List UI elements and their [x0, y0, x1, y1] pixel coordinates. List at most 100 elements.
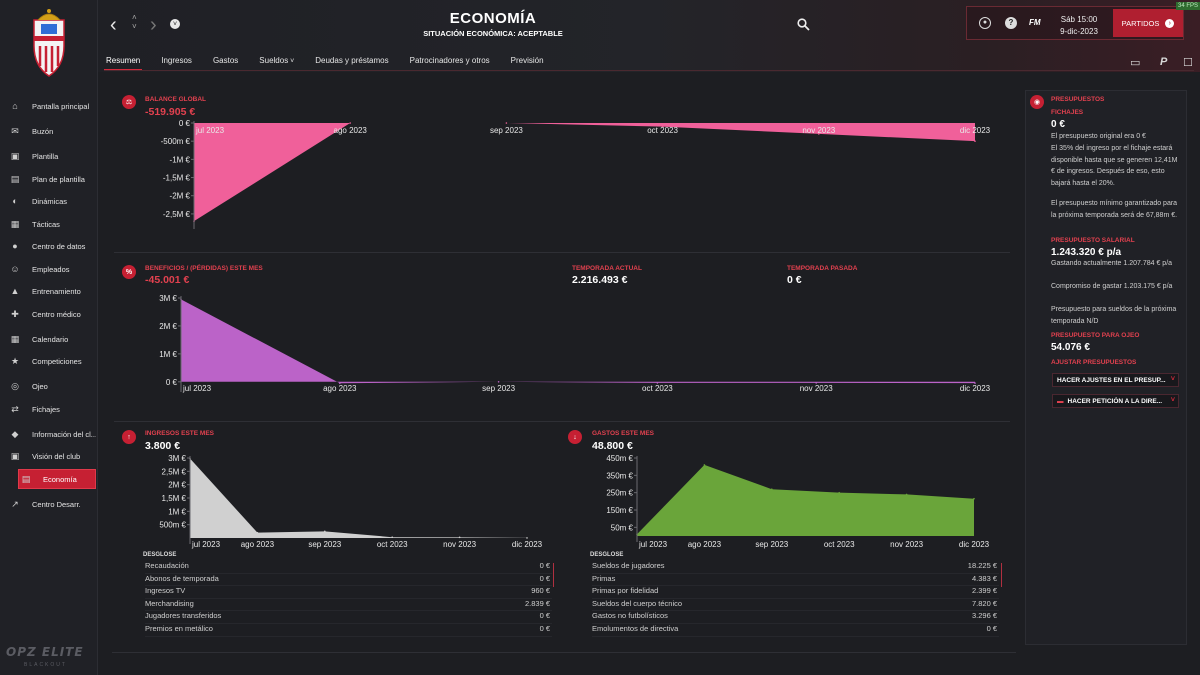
profit-point[interactable] [815, 382, 817, 384]
tab-1[interactable]: Ingresos [159, 55, 194, 71]
scroll-indicator[interactable] [553, 563, 554, 587]
forward-arrow-icon[interactable]: › [150, 14, 157, 36]
income-point[interactable] [458, 536, 461, 539]
expenses-title: GASTOS ESTE MES [592, 430, 655, 437]
sidebar-item-dynamics[interactable]: ◐ Dinámicas [4, 191, 96, 211]
sidebar-item-club-info[interactable]: ◆ Información del cl... [4, 424, 96, 444]
transfer-budget-minimum: El presupuesto mínimo garantizado para l… [1051, 200, 1178, 219]
sidebar-item-clipboard[interactable]: ▤ Plan de plantilla [4, 169, 96, 189]
expenses-point[interactable] [905, 493, 908, 496]
chevron-down-icon: ˅ [288, 58, 295, 65]
back-arrow-icon[interactable]: ‹ [110, 14, 117, 36]
y-tick-label: 150m € [606, 506, 633, 515]
tab-3[interactable]: Sueldos ˅ [257, 55, 296, 71]
search-icon[interactable] [797, 18, 810, 31]
sidebar-item-development[interactable]: ↗ Centro Desarr. [4, 494, 96, 514]
profit-point[interactable] [497, 381, 500, 383]
balance-point[interactable] [974, 140, 976, 142]
table-row[interactable]: Ingresos TV 960 € [145, 586, 552, 599]
table-row[interactable]: Recaudación 0 € [145, 561, 552, 574]
balance-point[interactable] [349, 122, 351, 124]
matches-button[interactable]: PARTIDOS › [1113, 9, 1183, 37]
balance-title: BALANCE GLOBAL [145, 96, 207, 103]
tab-label: Gastos [212, 56, 239, 65]
request-board-button[interactable]: ▬ HACER PETICIÓN A LA DIRE... ˅ [1052, 394, 1179, 408]
adjust-budget-button[interactable]: HACER AJUSTES EN EL PRESUP... ˅ [1052, 373, 1179, 387]
row-label: Sueldos de jugadores [592, 561, 665, 570]
sidebar-item-home[interactable]: ⌂ Pantalla principal [4, 96, 96, 116]
x-tick-label: sep 2023 [490, 126, 523, 135]
history-dropdown-icon[interactable]: ˅ [170, 19, 180, 29]
row-label: Primas por fidelidad [592, 586, 659, 596]
sidebar-item-staff[interactable]: ☺ Empleados [4, 259, 96, 279]
table-row[interactable]: Emolumentos de directiva 0 € [592, 624, 999, 637]
up-down-icon[interactable]: ˄ ˅ [132, 13, 137, 31]
sidebar-item-inbox[interactable]: ✉ Buzón [4, 121, 96, 141]
sidebar-item-calendar[interactable]: ▦ Calendario [4, 329, 96, 349]
table-row[interactable]: Sueldos de jugadores 18.225 € [592, 561, 999, 574]
balance-point[interactable] [661, 125, 664, 128]
wage-next-season: Presupuesto para sueldos de la próxima t… [1051, 306, 1177, 325]
club-crest-icon[interactable] [26, 6, 72, 78]
row-label: Jugadores transferidos [145, 611, 222, 621]
x-tick-label: oct 2023 [642, 384, 673, 393]
tab-5[interactable]: Patrocinadores y otros [408, 55, 492, 71]
x-tick-label: oct 2023 [824, 540, 855, 549]
sidebar-item-shirt[interactable]: ▣ Plantilla [4, 146, 96, 166]
table-row[interactable]: Abonos de temporada 0 € [145, 574, 552, 587]
balance-value: -519.905 € [145, 106, 196, 118]
income-point[interactable] [324, 530, 326, 533]
tab-4[interactable]: Deudas y préstamos [313, 55, 390, 71]
tab-0[interactable]: Resumen [104, 55, 143, 71]
trash-icon[interactable]: ☐ [1183, 57, 1193, 69]
sidebar-item-trophy[interactable]: ★ Competiciones [4, 351, 96, 371]
y-tick-label: 0 € [166, 378, 178, 387]
x-tick-label: ago 2023 [334, 126, 368, 135]
monitor-icon[interactable]: ▭ [1130, 57, 1141, 69]
sidebar-item-medical[interactable]: ✚ Centro médico [4, 304, 96, 324]
sidebar-item-data[interactable]: ● Centro de datos [4, 236, 96, 256]
scroll-indicator[interactable] [1001, 563, 1002, 587]
tab-6[interactable]: Previsión [509, 55, 546, 71]
expenses-point[interactable] [703, 464, 706, 466]
sidebar-item-scouting[interactable]: ◎ Ojeo [4, 376, 96, 396]
table-row[interactable]: Gastos no futbolísticos 3.296 € [592, 611, 999, 624]
table-row[interactable]: Primas 4.383 € [592, 574, 999, 587]
sidebar-item-label: Plan de plantilla [32, 174, 85, 184]
table-row[interactable]: Jugadores transferidos 0 € [145, 611, 552, 624]
sidebar-item-training[interactable]: ▲ Entrenamiento [4, 281, 96, 301]
paypal-icon[interactable]: P [1160, 56, 1168, 68]
tab-2[interactable]: Gastos [211, 55, 240, 71]
medical-icon: ✚ [11, 308, 19, 319]
table-row[interactable]: Sueldos del cuerpo técnico 7.820 € [592, 599, 999, 612]
page-title: ECONOMÍA [449, 10, 537, 27]
expenses-point[interactable] [973, 497, 975, 500]
table-row[interactable]: Merchandising 2.839 € [145, 599, 552, 612]
sidebar-item-finance[interactable]: ▤ Economía [18, 469, 96, 489]
income-breakdown-label: DESGLOSE [143, 552, 177, 558]
balance-point[interactable] [818, 133, 820, 135]
sidebar-item-vision[interactable]: ▣ Visión del club [4, 446, 96, 466]
help-icon[interactable]: ? [1005, 17, 1017, 29]
balance-point[interactable] [505, 122, 508, 124]
date-time[interactable]: Sáb 15:00 9-dic-2023 [1055, 14, 1103, 38]
sidebar-item-tactics[interactable]: ▦ Tácticas [4, 214, 96, 234]
globe-icon[interactable]: ● [979, 17, 991, 29]
day-time: Sáb 15:00 [1060, 15, 1098, 24]
profit-point[interactable] [656, 382, 659, 384]
income-point[interactable] [391, 536, 394, 538]
transfers-icon: ⇄ [11, 403, 19, 414]
profit-point[interactable] [974, 382, 976, 384]
profit-point[interactable] [339, 382, 341, 385]
expenses-point[interactable] [771, 488, 773, 490]
tab-label: Previsión [510, 56, 544, 65]
expenses-point[interactable] [838, 491, 840, 494]
sidebar-item-transfers[interactable]: ⇄ Fichajes [4, 399, 96, 419]
fm-logo[interactable]: FM [1029, 18, 1041, 27]
income-point[interactable] [256, 531, 259, 534]
income-point[interactable] [526, 537, 528, 539]
sidebar-item-label: Centro Desarr. [32, 499, 81, 509]
table-row[interactable]: Primas por fidelidad 2.399 € [592, 586, 999, 599]
table-row[interactable]: Premios en metálico 0 € [145, 624, 552, 637]
row-label: Abonos de temporada [145, 573, 219, 583]
